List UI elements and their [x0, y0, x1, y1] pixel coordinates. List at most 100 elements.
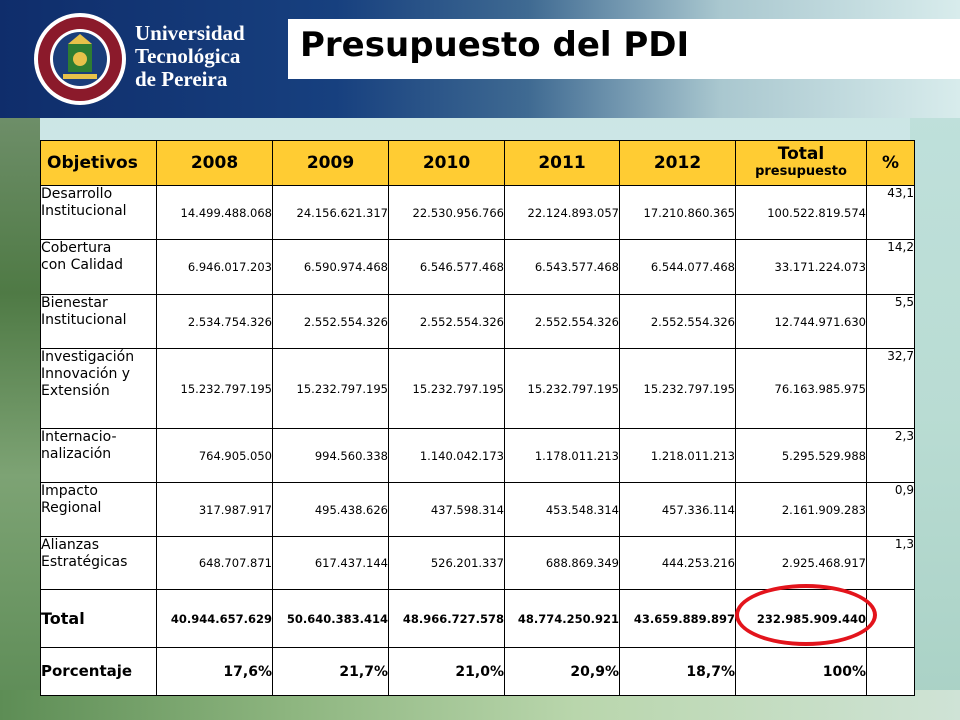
total-2008: 40.944.657.629	[156, 589, 273, 648]
table-row: Investigación Innovación y Extensión 15.…	[40, 348, 915, 429]
value-2009: 6.590.974.468	[272, 239, 389, 295]
value-2012: 444.253.216	[619, 536, 736, 590]
header-percent: %	[866, 140, 915, 186]
value-percent: 43,1	[866, 185, 915, 240]
value-2011: 1.178.011.213	[504, 428, 620, 483]
percentage-label: Porcentaje	[40, 647, 157, 696]
university-name-line-2: Tecnológica	[135, 44, 241, 68]
total-highlight-circle	[735, 584, 877, 646]
percentage-percent	[866, 647, 915, 696]
value-percent: 32,7	[866, 348, 915, 429]
total-label: Total	[40, 589, 157, 648]
value-2011: 15.232.797.195	[504, 348, 620, 429]
value-total: 12.744.971.630	[735, 294, 867, 349]
value-2010: 526.201.337	[388, 536, 505, 590]
university-name-line-3: de Pereira	[135, 67, 228, 91]
value-2012: 17.210.860.365	[619, 185, 736, 240]
header-2010: 2010	[388, 140, 505, 186]
value-2011: 6.543.577.468	[504, 239, 620, 295]
total-row: Total 40.944.657.629 50.640.383.414 48.9…	[40, 589, 915, 648]
header-2011: 2011	[504, 140, 620, 186]
total-2012: 43.659.889.897	[619, 589, 736, 648]
value-2008: 317.987.917	[156, 482, 273, 537]
header-2008: 2008	[156, 140, 273, 186]
value-percent: 14,2	[866, 239, 915, 295]
background-foliage-right	[910, 110, 960, 720]
value-2008: 6.946.017.203	[156, 239, 273, 295]
value-2008: 764.905.050	[156, 428, 273, 483]
table-row: Desarrollo Institucional 14.499.488.068 …	[40, 185, 915, 240]
value-total: 76.163.985.975	[735, 348, 867, 429]
header-total-presupuesto: Total presupuesto	[735, 140, 867, 186]
university-seal-icon	[33, 12, 127, 106]
value-2010: 15.232.797.195	[388, 348, 505, 429]
percentage-row: Porcentaje 17,6% 21,7% 21,0% 20,9% 18,7%…	[40, 647, 915, 696]
value-2012: 6.544.077.468	[619, 239, 736, 295]
value-2010: 2.552.554.326	[388, 294, 505, 349]
header-total-label: Total	[777, 144, 825, 164]
value-2012: 457.336.114	[619, 482, 736, 537]
title-box: Presupuesto del PDI	[288, 19, 960, 79]
header-presupuesto-label: presupuesto	[755, 164, 847, 179]
value-2009: 15.232.797.195	[272, 348, 389, 429]
value-2009: 24.156.621.317	[272, 185, 389, 240]
value-2010: 1.140.042.173	[388, 428, 505, 483]
value-2009: 617.437.144	[272, 536, 389, 590]
value-2011: 22.124.893.057	[504, 185, 620, 240]
objective-label: Bienestar Institucional	[40, 294, 157, 349]
objective-label: Impacto Regional	[40, 482, 157, 537]
value-percent: 0,9	[866, 482, 915, 537]
value-2010: 22.530.956.766	[388, 185, 505, 240]
university-name-line-1: Universidad	[135, 21, 245, 45]
value-total: 2.925.468.917	[735, 536, 867, 590]
value-2011: 688.869.349	[504, 536, 620, 590]
total-2010: 48.966.727.578	[388, 589, 505, 648]
header-2012: 2012	[619, 140, 736, 186]
objective-label: Cobertura con Calidad	[40, 239, 157, 295]
value-total: 33.171.224.073	[735, 239, 867, 295]
value-2009: 2.552.554.326	[272, 294, 389, 349]
percentage-2011: 20,9%	[504, 647, 620, 696]
header-2009: 2009	[272, 140, 389, 186]
value-2010: 437.598.314	[388, 482, 505, 537]
table-row: Internacio- nalización 764.905.050 994.5…	[40, 428, 915, 483]
value-2009: 495.438.626	[272, 482, 389, 537]
value-total: 100.522.819.574	[735, 185, 867, 240]
percentage-2008: 17,6%	[156, 647, 273, 696]
objective-label: Internacio- nalización	[40, 428, 157, 483]
value-percent: 2,3	[866, 428, 915, 483]
table-row: Impacto Regional 317.987.917 495.438.626…	[40, 482, 915, 537]
value-total: 2.161.909.283	[735, 482, 867, 537]
table-header-row: Objetivos 2008 2009 2010 2011 2012 Total…	[40, 140, 915, 186]
value-percent: 5,5	[866, 294, 915, 349]
percentage-2009: 21,7%	[272, 647, 389, 696]
objective-label: Desarrollo Institucional	[40, 185, 157, 240]
university-name: Universidad Tecnológica de Pereira	[135, 22, 245, 91]
value-percent: 1,3	[866, 536, 915, 590]
percentage-2012: 18,7%	[619, 647, 736, 696]
objective-label: Investigación Innovación y Extensión	[40, 348, 157, 429]
value-2008: 14.499.488.068	[156, 185, 273, 240]
total-2009: 50.640.383.414	[272, 589, 389, 648]
percentage-2010: 21,0%	[388, 647, 505, 696]
value-2008: 648.707.871	[156, 536, 273, 590]
percentage-total: 100%	[735, 647, 867, 696]
table-row: Bienestar Institucional 2.534.754.326 2.…	[40, 294, 915, 349]
value-2012: 2.552.554.326	[619, 294, 736, 349]
value-2012: 1.218.011.213	[619, 428, 736, 483]
value-2011: 453.548.314	[504, 482, 620, 537]
value-2010: 6.546.577.468	[388, 239, 505, 295]
value-2009: 994.560.338	[272, 428, 389, 483]
value-2011: 2.552.554.326	[504, 294, 620, 349]
value-2008: 15.232.797.195	[156, 348, 273, 429]
objective-label: Alianzas Estratégicas	[40, 536, 157, 590]
background-foliage-left	[0, 110, 40, 720]
table-row: Cobertura con Calidad 6.946.017.203 6.59…	[40, 239, 915, 295]
value-total: 5.295.529.988	[735, 428, 867, 483]
total-2011: 48.774.250.921	[504, 589, 620, 648]
page-title: Presupuesto del PDI	[300, 25, 690, 65]
header-objetivos: Objetivos	[40, 140, 157, 186]
table-row: Alianzas Estratégicas 648.707.871 617.43…	[40, 536, 915, 590]
value-2008: 2.534.754.326	[156, 294, 273, 349]
value-2012: 15.232.797.195	[619, 348, 736, 429]
